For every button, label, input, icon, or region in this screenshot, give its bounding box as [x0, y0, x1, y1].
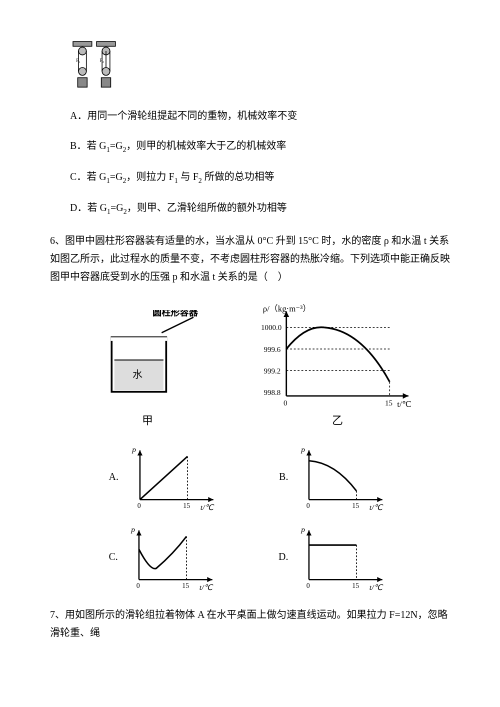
- figure-jia: 水 圆柱形容器 甲: [83, 310, 213, 428]
- q6-figures: 水 圆柱形容器 甲 ρ/（kg·m⁻³） 1000.0 999.6 999.2 …: [60, 302, 440, 428]
- svg-text:15: 15: [182, 583, 189, 590]
- xtick: 0: [283, 398, 287, 407]
- svg-text:t/℃: t/℃: [370, 583, 384, 592]
- text: ，则拉力 F: [126, 172, 174, 183]
- svg-text:F₂: F₂: [100, 59, 105, 64]
- q5-option-b: B．若 G1=G2，则甲的机械效率大于乙的机械效率: [70, 139, 450, 156]
- svg-text:0: 0: [307, 583, 311, 590]
- choice-c: C. p 0 15 t/℃: [109, 523, 221, 593]
- ytick: 999.6: [263, 344, 280, 353]
- text: =G: [110, 172, 123, 183]
- text: D．若 G: [70, 203, 107, 214]
- text: ，则甲的机械效率大于乙的机械效率: [126, 141, 286, 152]
- text: ，则甲、乙滑轮组所做的额外功相等: [127, 203, 287, 214]
- caption-yi: 乙: [258, 412, 418, 428]
- text: B．若 G: [70, 141, 106, 152]
- label-c: C.: [109, 552, 118, 563]
- q7-text: 7、用如图所示的滑轮组拉着物体 A 在水平桌面上做匀速直线运动。如果拉力 F=1…: [50, 607, 450, 643]
- svg-text:15: 15: [352, 583, 359, 590]
- svg-text:F₁: F₁: [76, 59, 81, 64]
- text: =G: [110, 141, 123, 152]
- label-a: A.: [109, 472, 119, 483]
- svg-text:t/℃: t/℃: [200, 503, 214, 512]
- choice-d: D. p 0 15 t/℃: [278, 523, 391, 593]
- text: C．若 G: [70, 172, 106, 183]
- q5-option-c: C．若 G1=G2，则拉力 F1 与 F2 所做的总功相等: [70, 170, 450, 187]
- q6-text: 6、图甲中圆柱形容器装有适量的水，当水温从 0°C 升到 15°C 时，水的密度…: [50, 233, 450, 287]
- ytick: 999.2: [263, 366, 280, 375]
- pulley-diagram: F₁ F₂: [70, 40, 120, 95]
- choice-b: B. p 0 15 t/℃: [279, 443, 391, 513]
- container-label: 圆柱形容器: [152, 310, 198, 317]
- svg-text:0: 0: [307, 503, 311, 510]
- label-b: B.: [279, 472, 288, 483]
- ytick: 1000.0: [260, 323, 281, 332]
- svg-text:p: p: [300, 445, 305, 454]
- svg-text:t/℃: t/℃: [370, 503, 384, 512]
- rho-axis: ρ/（kg·m⁻³）: [262, 303, 310, 313]
- caption-jia: 甲: [83, 412, 213, 428]
- text: 与 F: [178, 172, 199, 183]
- text: 所做的总功相等: [202, 172, 275, 183]
- q5-option-a: A．用同一个滑轮组提起不同的重物，机械效率不变: [70, 109, 450, 125]
- figure-yi: ρ/（kg·m⁻³） 1000.0 999.6 999.2 998.8 0 15…: [258, 302, 418, 428]
- choices-row-2: C. p 0 15 t/℃ D. p 0 15 t/℃: [80, 523, 420, 593]
- water-label: 水: [132, 369, 142, 381]
- svg-text:p: p: [130, 525, 135, 534]
- choices-row-1: A. p 0 15 t/℃ B. p 0 15 t/℃: [80, 443, 420, 513]
- svg-text:15: 15: [352, 503, 359, 510]
- svg-text:t/℃: t/℃: [199, 583, 213, 592]
- text: =G: [110, 203, 123, 214]
- svg-text:0: 0: [137, 503, 141, 510]
- t-axis: t/℃: [397, 399, 411, 409]
- q5-option-d: D．若 G1=G2，则甲、乙滑轮组所做的额外功相等: [70, 201, 450, 218]
- choice-a: A. p 0 15 t/℃: [109, 443, 222, 513]
- label-d: D.: [278, 552, 288, 563]
- xtick: 15: [384, 398, 392, 407]
- svg-text:0: 0: [136, 583, 140, 590]
- ytick: 998.8: [263, 388, 280, 397]
- svg-text:p: p: [131, 445, 136, 454]
- svg-text:p: p: [300, 525, 305, 534]
- svg-text:15: 15: [183, 503, 190, 510]
